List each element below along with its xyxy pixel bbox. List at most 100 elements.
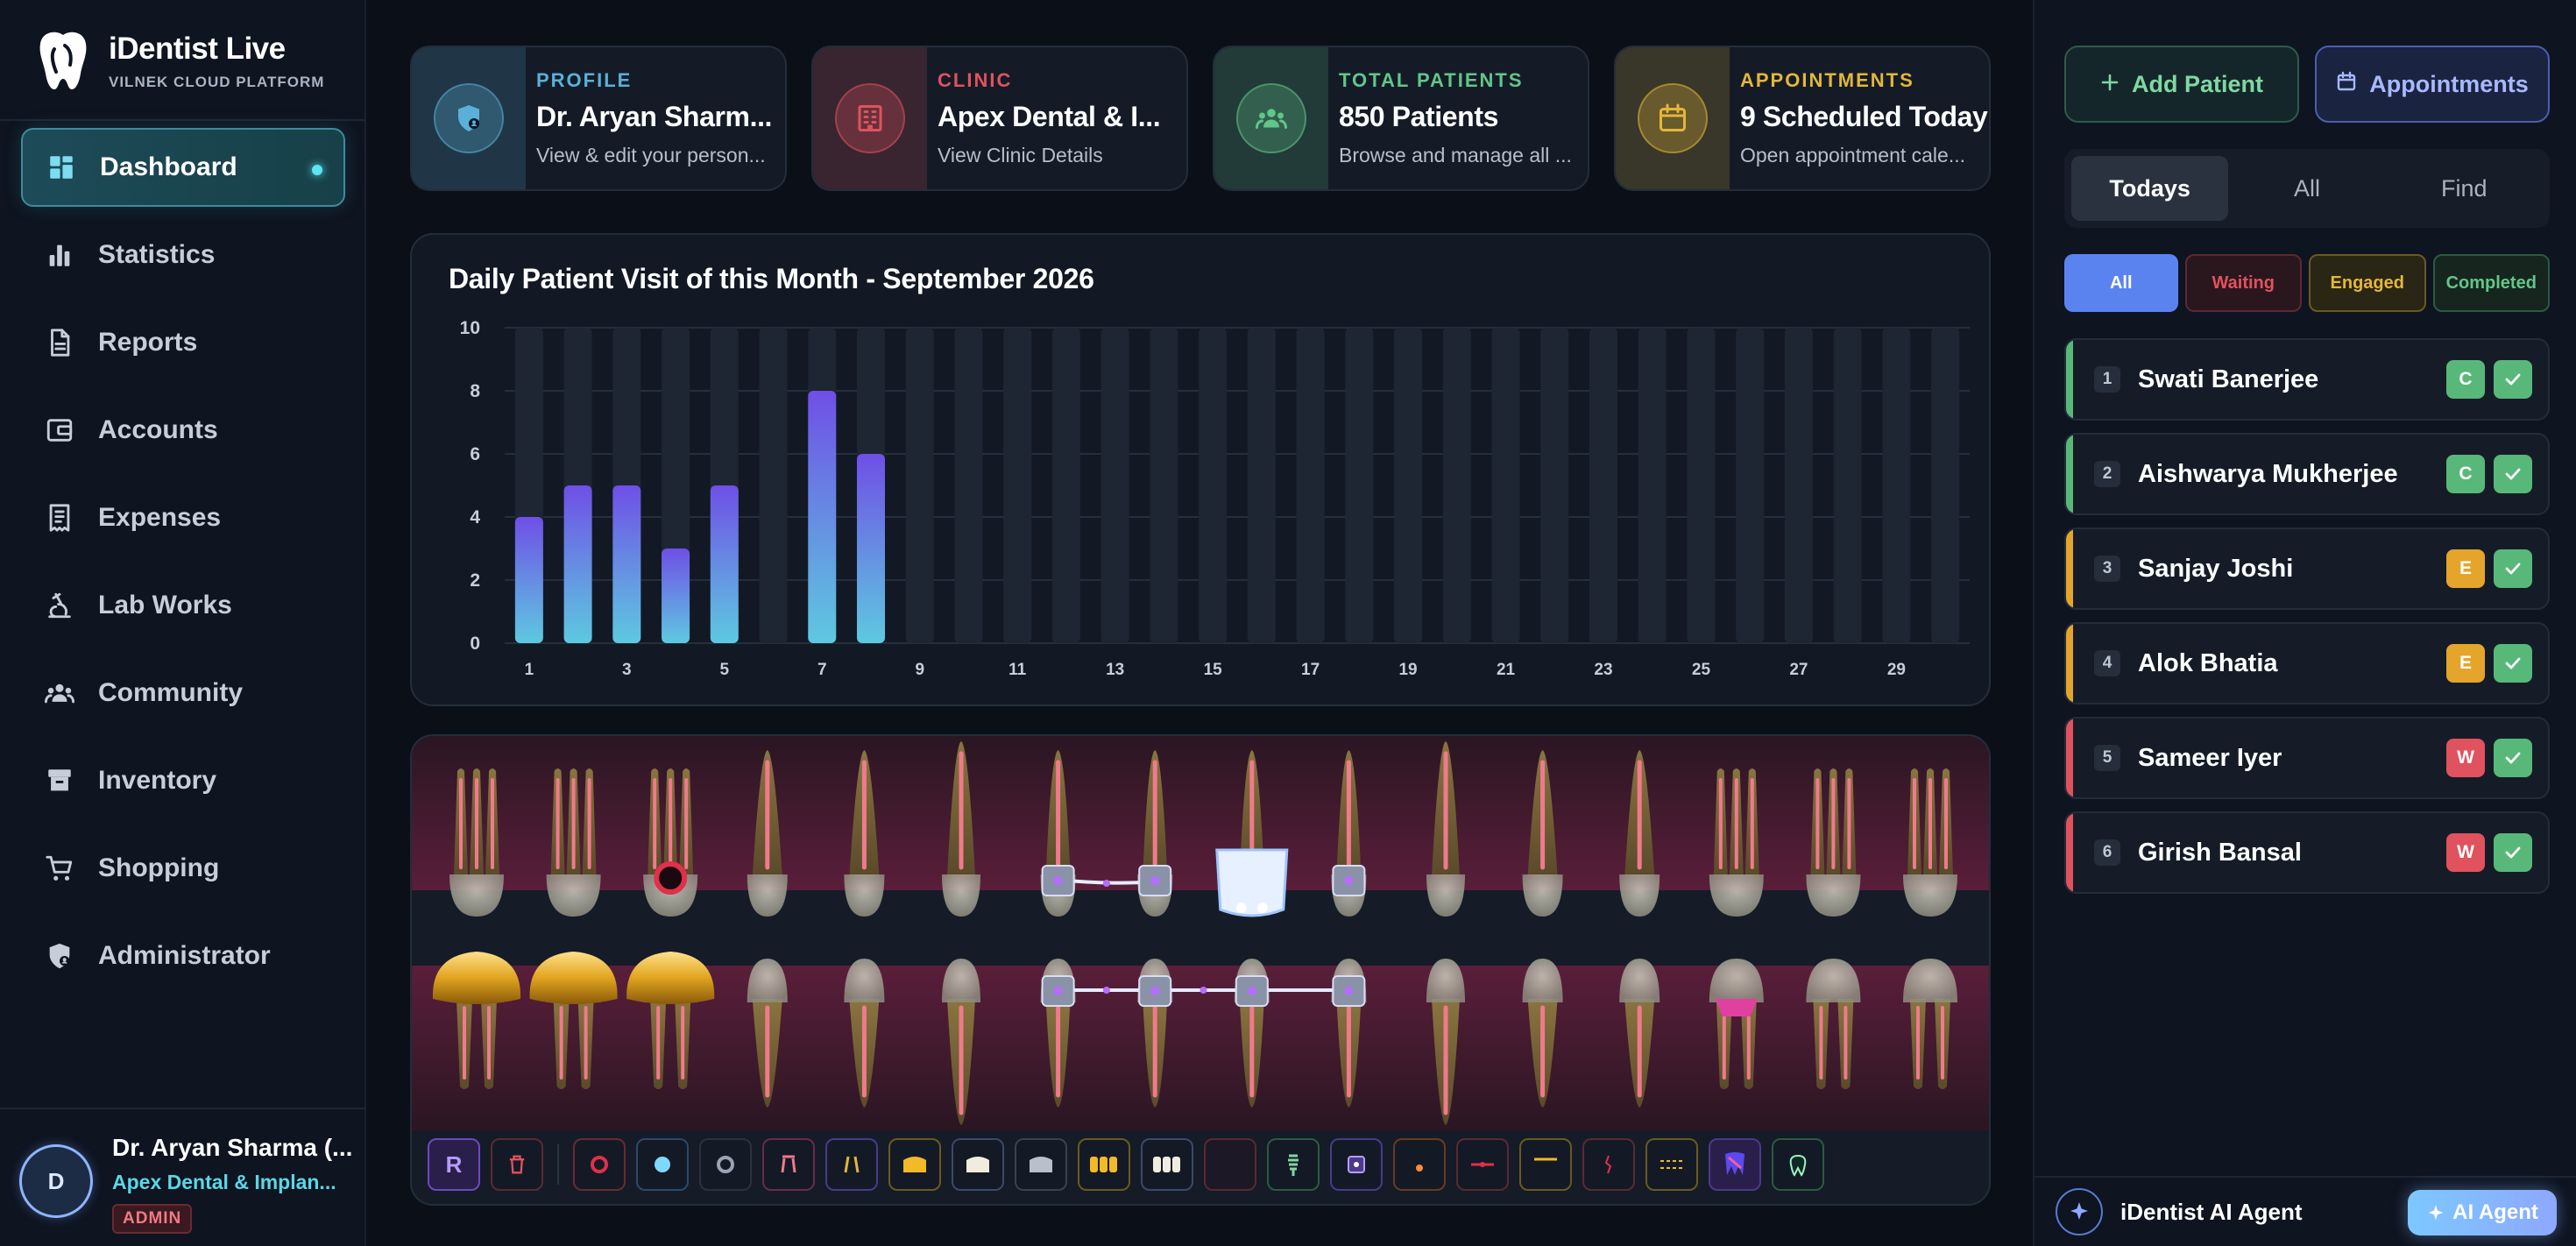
lower-tooth-14[interactable] bbox=[1709, 959, 1764, 1089]
sidebar-item-expenses[interactable]: Expenses bbox=[21, 478, 345, 557]
bar-day-2[interactable] bbox=[563, 485, 592, 643]
blank-tool[interactable] bbox=[1204, 1138, 1256, 1191]
bar-day-1[interactable] bbox=[514, 517, 543, 643]
upper-tooth-4[interactable] bbox=[747, 750, 788, 917]
lower-tooth-6[interactable] bbox=[942, 959, 980, 1125]
status-badge[interactable]: W bbox=[2446, 739, 2485, 777]
delete-tool[interactable] bbox=[491, 1138, 543, 1191]
patient-row[interactable]: 6 Girish Bansal W bbox=[2064, 811, 2550, 894]
lower-tooth-16[interactable] bbox=[1903, 959, 1957, 1089]
card-icon-panel bbox=[813, 47, 927, 189]
bar-day-5[interactable] bbox=[710, 485, 739, 643]
lower-tooth-5[interactable] bbox=[844, 959, 885, 1108]
sidebar-item-inventory[interactable]: Inventory bbox=[21, 741, 345, 820]
status-badge[interactable]: W bbox=[2446, 833, 2485, 872]
sidebar-item-statistics[interactable]: Statistics bbox=[21, 216, 345, 294]
red-line-tool[interactable] bbox=[1456, 1138, 1509, 1191]
lower-tooth-15[interactable] bbox=[1806, 959, 1861, 1089]
teeth-diagram[interactable] bbox=[412, 736, 1991, 1130]
spot-tool[interactable] bbox=[1393, 1138, 1446, 1191]
brand[interactable]: iDentist Live VILNEK CLOUD PLATFORM bbox=[35, 26, 324, 96]
bar-day-4[interactable] bbox=[662, 549, 690, 643]
lower-tooth-12[interactable] bbox=[1522, 959, 1563, 1108]
sidebar-item-reports[interactable]: Reports bbox=[21, 303, 345, 382]
fracture-tool[interactable] bbox=[1582, 1138, 1635, 1191]
filter-waiting[interactable]: Waiting bbox=[2184, 254, 2302, 312]
upper-tooth-2[interactable] bbox=[546, 768, 601, 917]
ceramic-crown-tool[interactable] bbox=[952, 1138, 1004, 1191]
sidebar-item-dashboard[interactable]: Dashboard bbox=[21, 128, 345, 207]
bar-day-3[interactable] bbox=[612, 485, 641, 643]
upper-tooth-12[interactable] bbox=[1522, 750, 1563, 917]
upper-tooth-1[interactable] bbox=[449, 768, 504, 917]
sidebar-item-shopping[interactable]: Shopping bbox=[21, 829, 345, 908]
lower-tooth-4[interactable] bbox=[747, 959, 788, 1108]
sidebar-item-community[interactable]: Community bbox=[21, 654, 345, 733]
patients-card[interactable]: TOTAL PATIENTS 850 Patients Browse and m… bbox=[1213, 46, 1589, 191]
upper-tooth-15[interactable] bbox=[1806, 768, 1861, 917]
building-icon bbox=[835, 83, 905, 153]
appointments-card[interactable]: APPOINTMENTS 9 Scheduled Today Open appo… bbox=[1614, 46, 1991, 191]
bracket-tool[interactable] bbox=[1330, 1138, 1383, 1191]
lower-tooth-13[interactable] bbox=[1619, 959, 1660, 1108]
complete-check-button[interactable] bbox=[2494, 644, 2532, 683]
bar-track bbox=[1100, 328, 1129, 643]
patient-row[interactable]: 3 Sanjay Joshi E bbox=[2064, 527, 2550, 610]
filling-red-tool[interactable] bbox=[573, 1138, 626, 1191]
gold-bridge-tool[interactable] bbox=[1078, 1138, 1130, 1191]
card-icon-panel bbox=[1616, 47, 1730, 189]
root-canal-tool[interactable] bbox=[762, 1138, 815, 1191]
add-patient-button[interactable]: Add Patient bbox=[2064, 46, 2299, 123]
ceramic-bridge-tool[interactable] bbox=[1141, 1138, 1193, 1191]
filling-gray-tool[interactable] bbox=[699, 1138, 752, 1191]
sidebar-item-administrator[interactable]: Administrator bbox=[21, 917, 345, 995]
complete-check-button[interactable] bbox=[2494, 549, 2532, 588]
metal-crown-tool[interactable] bbox=[1015, 1138, 1067, 1191]
tooth-scan-tool[interactable] bbox=[1709, 1138, 1761, 1191]
complete-check-button[interactable] bbox=[2494, 739, 2532, 777]
lower-tooth-11[interactable] bbox=[1426, 959, 1465, 1125]
status-badge[interactable]: C bbox=[2446, 455, 2485, 493]
roots-tool[interactable] bbox=[825, 1138, 878, 1191]
patient-row[interactable]: 4 Alok Bhatia E bbox=[2064, 622, 2550, 704]
upper-tooth-6[interactable] bbox=[942, 741, 980, 917]
upper-tooth-13[interactable] bbox=[1619, 750, 1660, 917]
sidebar-item-accounts[interactable]: Accounts bbox=[21, 391, 345, 470]
filling-blue-tool[interactable] bbox=[636, 1138, 689, 1191]
bar-day-7[interactable] bbox=[808, 391, 837, 643]
bracket-dot bbox=[1247, 987, 1256, 995]
upper-tooth-16[interactable] bbox=[1903, 768, 1957, 917]
reset-tool[interactable]: R bbox=[428, 1138, 480, 1191]
upper-tooth-11[interactable] bbox=[1426, 741, 1465, 917]
patient-row[interactable]: 1 Swati Banerjee C bbox=[2064, 338, 2550, 421]
patient-row[interactable]: 2 Aishwarya Mukherjee C bbox=[2064, 433, 2550, 515]
appointments-button[interactable]: Appointments bbox=[2315, 46, 2550, 123]
clinic-card[interactable]: CLINIC Apex Dental & I... View Clinic De… bbox=[811, 46, 1188, 191]
filter-completed[interactable]: Completed bbox=[2432, 254, 2550, 312]
complete-check-button[interactable] bbox=[2494, 360, 2532, 399]
gold-line-tool[interactable] bbox=[1519, 1138, 1572, 1191]
profile-card[interactable]: PROFILE Dr. Aryan Sharm... View & edit y… bbox=[410, 46, 787, 191]
tab-find[interactable]: Find bbox=[2441, 174, 2488, 202]
wire-tool[interactable] bbox=[1645, 1138, 1698, 1191]
tab-all[interactable]: All bbox=[2293, 174, 2320, 202]
tab-todays[interactable]: Todays bbox=[2071, 156, 2229, 221]
status-badge[interactable]: E bbox=[2446, 549, 2485, 588]
sidebar-item-lab-works[interactable]: Lab Works bbox=[21, 566, 345, 645]
ai-agent-button[interactable]: AI Agent bbox=[2408, 1190, 2557, 1235]
status-badge[interactable]: C bbox=[2446, 360, 2485, 399]
filter-engaged[interactable]: Engaged bbox=[2309, 254, 2426, 312]
complete-check-button[interactable] bbox=[2494, 455, 2532, 493]
implant-tool[interactable] bbox=[1267, 1138, 1320, 1191]
upper-tooth-5[interactable] bbox=[844, 750, 885, 917]
avatar[interactable]: D bbox=[19, 1144, 93, 1218]
healthy-tooth-tool[interactable] bbox=[1772, 1138, 1824, 1191]
filter-all[interactable]: All bbox=[2064, 254, 2178, 312]
current-user[interactable]: D Dr. Aryan Sharma (... Apex Dental & Im… bbox=[0, 1108, 366, 1246]
bar-day-8[interactable] bbox=[857, 454, 885, 643]
patient-row[interactable]: 5 Sameer Iyer W bbox=[2064, 717, 2550, 799]
status-badge[interactable]: E bbox=[2446, 644, 2485, 683]
gold-crown-tool[interactable] bbox=[888, 1138, 941, 1191]
upper-tooth-14[interactable] bbox=[1709, 768, 1764, 917]
complete-check-button[interactable] bbox=[2494, 833, 2532, 872]
